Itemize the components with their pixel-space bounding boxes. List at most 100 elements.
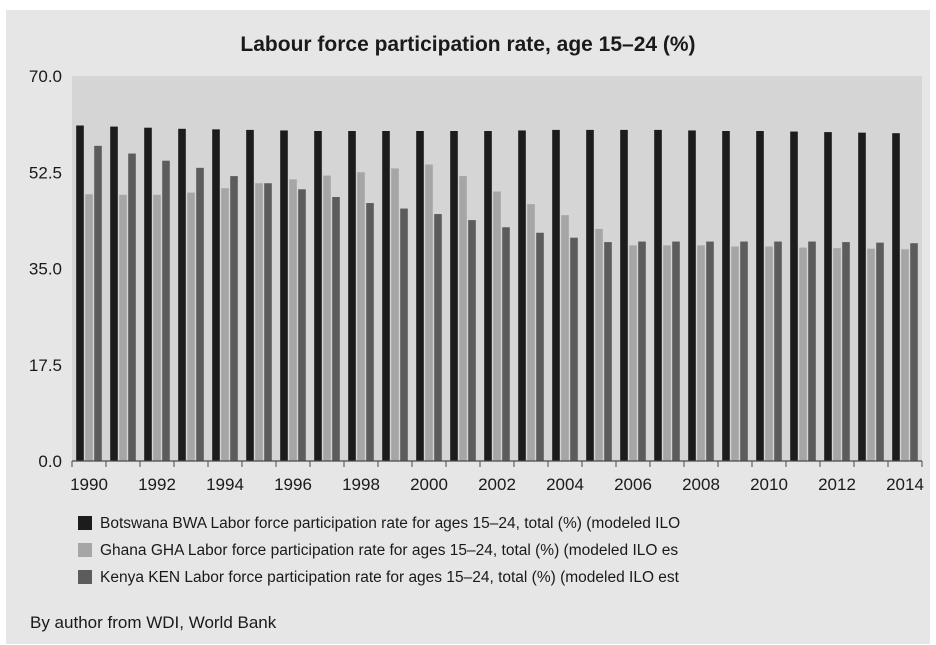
bar-3-1993 bbox=[196, 167, 204, 461]
bar-3-2003 bbox=[536, 232, 544, 461]
legend-swatch-1 bbox=[78, 516, 92, 530]
bar-1-1993 bbox=[178, 128, 186, 462]
legend-label-1: Botswana BWA Labor force participation r… bbox=[100, 515, 680, 532]
bar-3-1990 bbox=[94, 145, 102, 461]
bar-2-2004 bbox=[561, 215, 569, 461]
y-tick-label: 70.0 bbox=[29, 67, 62, 86]
bar-2-1991 bbox=[119, 194, 127, 462]
bar-2-2000 bbox=[425, 164, 433, 462]
legend-label-3: Kenya KEN Labor force participation rate… bbox=[100, 569, 680, 586]
legend-swatch-3 bbox=[78, 570, 92, 584]
bar-2-2002 bbox=[493, 191, 501, 461]
y-tick-label: 17.5 bbox=[29, 356, 62, 375]
y-tick-label: 0.0 bbox=[38, 452, 62, 471]
x-tick-label: 2004 bbox=[546, 475, 584, 494]
bar-3-2009 bbox=[740, 241, 748, 461]
axis-lines bbox=[71, 460, 923, 467]
bar-3-1992 bbox=[162, 160, 170, 461]
bar-1-2004 bbox=[552, 129, 560, 461]
x-tick-label: 1994 bbox=[206, 475, 244, 494]
x-tick-label: 1990 bbox=[70, 475, 108, 494]
bar-2-1990 bbox=[85, 194, 93, 461]
bar-2-2010 bbox=[765, 246, 773, 461]
x-tick-label: 2014 bbox=[886, 475, 924, 494]
x-tick-label: 2012 bbox=[818, 475, 856, 494]
bar-3-2014 bbox=[910, 243, 918, 461]
legend: Botswana BWA Labor force participation r… bbox=[78, 515, 680, 586]
bar-2-1994 bbox=[221, 188, 229, 461]
bar-1-1991 bbox=[110, 126, 118, 461]
bar-2-2001 bbox=[459, 176, 467, 461]
bar-3-2002 bbox=[502, 227, 510, 461]
source-note: By author from WDI, World Bank bbox=[30, 613, 277, 632]
bar-3-2006 bbox=[638, 241, 646, 461]
bar-3-2008 bbox=[706, 241, 714, 461]
bar-1-2006 bbox=[620, 129, 628, 461]
bar-1-2007 bbox=[654, 129, 662, 461]
bar-1-2001 bbox=[450, 131, 458, 461]
bar-1-1992 bbox=[144, 127, 152, 461]
bar-1-1997 bbox=[314, 131, 322, 461]
chart-figure: Labour force participation rate, age 15–… bbox=[6, 10, 930, 644]
bar-2-1993 bbox=[187, 192, 195, 461]
bar-3-2007 bbox=[672, 241, 680, 461]
bar-3-2000 bbox=[434, 214, 442, 461]
bar-1-1996 bbox=[280, 130, 288, 461]
bar-1-2011 bbox=[790, 131, 798, 462]
bar-3-2010 bbox=[774, 241, 782, 461]
bar-3-1991 bbox=[128, 153, 136, 462]
bar-2-2008 bbox=[697, 245, 705, 461]
bar-1-2013 bbox=[858, 132, 866, 461]
bar-3-2013 bbox=[876, 242, 884, 461]
x-tick-label: 1998 bbox=[342, 475, 380, 494]
bar-1-2012 bbox=[824, 132, 832, 461]
chart-svg: Labour force participation rate, age 15–… bbox=[29, 33, 924, 632]
x-tick-label: 2002 bbox=[478, 475, 516, 494]
bar-2-2012 bbox=[833, 248, 841, 461]
bar-3-2005 bbox=[604, 242, 612, 461]
bar-3-1994 bbox=[230, 176, 238, 461]
y-tick-label: 35.0 bbox=[29, 260, 62, 279]
bar-1-2002 bbox=[484, 131, 492, 461]
bar-2-1995 bbox=[255, 183, 263, 461]
bar-1-2009 bbox=[722, 131, 730, 461]
chart-title: Labour force participation rate, age 15–… bbox=[240, 33, 695, 56]
bar-2-1998 bbox=[357, 172, 365, 461]
bar-1-2003 bbox=[518, 130, 526, 461]
y-tick-label: 52.5 bbox=[29, 163, 62, 182]
bar-2-1999 bbox=[391, 168, 399, 461]
bar-2-1996 bbox=[289, 179, 297, 461]
legend-label-2: Ghana GHA Labor force participation rate… bbox=[100, 542, 678, 559]
bar-1-1994 bbox=[212, 129, 220, 461]
bar-3-1998 bbox=[366, 203, 374, 462]
bar-3-2012 bbox=[842, 242, 850, 461]
x-tick-label: 2010 bbox=[750, 475, 788, 494]
x-tick-label: 1996 bbox=[274, 475, 312, 494]
bar-3-1995 bbox=[264, 183, 272, 461]
bar-2-2003 bbox=[527, 204, 535, 461]
bar-3-2001 bbox=[468, 220, 476, 461]
bar-1-1990 bbox=[76, 125, 84, 461]
bar-3-1996 bbox=[298, 189, 306, 462]
x-tick-label: 2000 bbox=[410, 475, 448, 494]
bar-2-2007 bbox=[663, 245, 671, 461]
bar-1-2008 bbox=[688, 130, 696, 461]
legend-swatch-2 bbox=[78, 543, 92, 557]
x-axis: 1990 1992 1994 1996 1998 2000 2002 2004 2006 2008… bbox=[70, 475, 924, 494]
bar-3-1997 bbox=[332, 197, 340, 461]
x-tick-label: 2008 bbox=[682, 475, 720, 494]
bar-1-2005 bbox=[586, 129, 594, 461]
bar-3-2011 bbox=[808, 241, 816, 461]
bar-1-1995 bbox=[246, 129, 254, 461]
x-tick-label: 2006 bbox=[614, 475, 652, 494]
x-tick-label: 1992 bbox=[138, 475, 176, 494]
bar-2-2011 bbox=[799, 247, 807, 461]
bar-2-2005 bbox=[595, 228, 603, 461]
bar-3-1999 bbox=[400, 208, 408, 461]
bar-2-2006 bbox=[629, 245, 637, 461]
bar-3-2004 bbox=[570, 237, 578, 461]
bar-1-1999 bbox=[382, 131, 390, 461]
bar-2-2014 bbox=[901, 249, 909, 461]
bars bbox=[76, 125, 918, 462]
y-axis: 0.0 17.5 35.0 52.5 70.0 bbox=[29, 67, 62, 471]
